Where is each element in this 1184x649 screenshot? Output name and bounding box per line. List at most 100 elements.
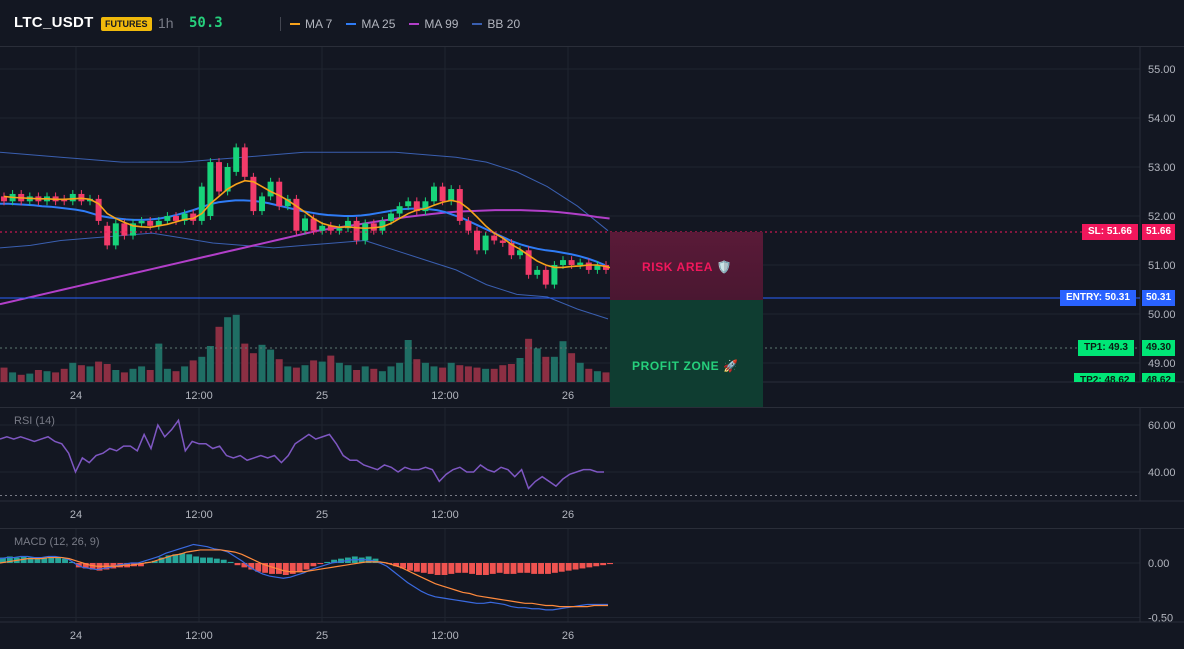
candle-body (121, 223, 128, 236)
candle-body (104, 225, 111, 246)
price-tick-label: 51.00 (1148, 260, 1176, 272)
volume-bar (482, 368, 490, 382)
macd-chart[interactable]: 0.00 -0.50 24 12:00 25 12:00 26 (0, 529, 1184, 649)
candle-body (594, 265, 601, 270)
tp1-tag: TP1: 49.3 (1078, 340, 1134, 356)
rsi-label: RSI (14) (14, 415, 55, 427)
macd-hist-bar (227, 561, 234, 563)
candle-body (284, 198, 291, 207)
time-tick-label: 26 (562, 390, 574, 402)
volume-bar (17, 374, 25, 382)
candle-body (198, 186, 205, 221)
bb20-swatch (472, 23, 483, 25)
ma99-swatch (409, 23, 420, 25)
macd-hist-bar (172, 554, 179, 563)
legend-ma25-label: MA 25 (361, 17, 396, 31)
macd-hist-bar (324, 561, 331, 563)
price-chart[interactable]: 55.00 54.00 53.00 52.00 51.00 50.00 49.00 24 12:… (0, 47, 1184, 407)
legend-ma99[interactable]: MA 99 (409, 17, 458, 31)
volume-bar (224, 317, 232, 382)
candle-body (585, 262, 592, 270)
symbol-name[interactable]: LTC_USDT (14, 14, 94, 31)
volume-bar (447, 362, 455, 382)
candle-body (499, 240, 506, 243)
candle-body (551, 265, 558, 285)
macd-hist-bar (82, 563, 89, 569)
legend-bb20[interactable]: BB 20 (472, 17, 520, 31)
volume-bar (215, 326, 223, 382)
candle-body (353, 220, 360, 241)
macd-hist-bar (151, 560, 158, 563)
volume-bar (499, 365, 507, 382)
candle-body (327, 225, 334, 231)
macd-hist-bar (296, 563, 303, 572)
rsi-line (0, 418, 604, 490)
volume-bar (396, 362, 404, 382)
volume-bar (103, 364, 111, 382)
macd-hist-bar (331, 559, 338, 563)
volume-bar (456, 365, 464, 382)
volume-bar (0, 367, 8, 382)
timeframe-label[interactable]: 1h (158, 15, 174, 31)
volume-bar (138, 366, 146, 382)
candle-body (190, 213, 197, 221)
candle-body (173, 216, 179, 221)
macd-hist-bar (455, 563, 462, 573)
macd-hist-bar (572, 563, 579, 570)
candle-body (560, 260, 566, 265)
macd-hist-bar (275, 563, 282, 574)
candle-body (413, 201, 420, 212)
volume-bar (95, 361, 103, 382)
macd-hist-bar (179, 553, 186, 563)
candle-body (302, 218, 308, 231)
rsi-chart[interactable]: 60.00 40.00 24 12:00 25 12:00 26 (0, 408, 1184, 528)
time-tick-label: 26 (562, 630, 574, 642)
macd-hist-bar (434, 563, 441, 575)
volume-bar (464, 366, 472, 382)
price-tick-label: 55.00 (1148, 64, 1176, 76)
time-tick-label: 12:00 (185, 630, 213, 642)
macd-hist-bar (551, 563, 558, 573)
price-tick-label: 54.00 (1148, 113, 1176, 125)
legend-ma25[interactable]: MA 25 (346, 17, 395, 31)
candle-body (525, 250, 532, 275)
time-tick-label: 24 (70, 509, 82, 521)
macd-hist-bar (600, 563, 607, 566)
volume-bar (284, 366, 292, 382)
macd-hist-bar (531, 563, 538, 574)
volume-bar (52, 372, 60, 382)
macd-hist-bar (400, 563, 407, 569)
indicator-legend: MA 7 MA 25 MA 99 BB 20 (280, 17, 520, 31)
macd-hist-bar (476, 563, 482, 575)
time-tick-label: 26 (562, 509, 574, 521)
volume-bar (421, 362, 429, 382)
last-price: 50.3 (189, 15, 223, 31)
volume-bar (34, 370, 42, 382)
time-tick-label: 12:00 (185, 390, 213, 402)
macd-hist-bar (27, 557, 34, 563)
pane-divider-rsi[interactable] (0, 407, 1184, 408)
ma25-swatch (346, 23, 357, 25)
pane-divider-macd[interactable] (0, 528, 1184, 529)
volume-bar (327, 355, 335, 382)
volume-bar (533, 348, 541, 382)
macd-hist-bar (413, 563, 420, 572)
volume-bar (86, 366, 94, 382)
candle-body (517, 250, 523, 256)
legend-ma7[interactable]: MA 7 (290, 17, 332, 31)
volume-bar (404, 340, 412, 382)
volume-bar (26, 373, 34, 382)
volume-bar (163, 368, 171, 382)
candle-body (224, 167, 231, 192)
volume-bar (275, 359, 283, 382)
legend-ma7-label: MA 7 (305, 17, 333, 31)
candle-body (465, 220, 472, 231)
candle-body (147, 220, 154, 226)
macd-hist-bar (234, 563, 241, 566)
bb-upper-line (0, 151, 609, 232)
volume-bar (172, 371, 180, 382)
legend-ma99-label: MA 99 (424, 17, 459, 31)
candle-body (293, 198, 300, 231)
macd-hist-bar (565, 563, 572, 571)
volume-bar (585, 368, 593, 382)
